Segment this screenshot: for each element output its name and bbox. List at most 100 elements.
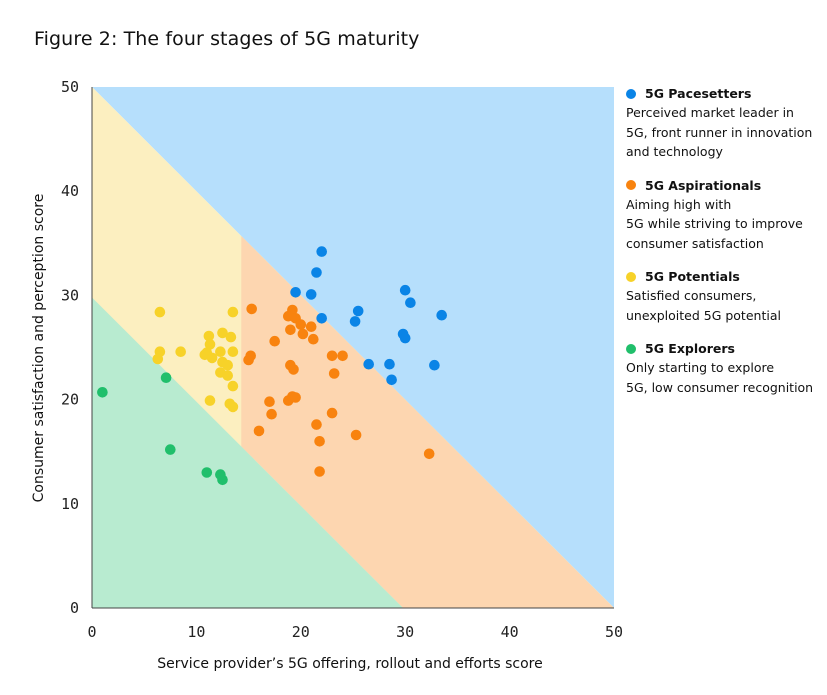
legend-marker-icon [626,343,636,354]
point-5g-potentials [203,330,215,342]
point-5g-explorers [201,467,213,478]
point-5g-explorers [165,444,176,455]
point-5g-pacesetters [386,374,397,386]
legend-marker-icon [626,271,636,282]
point-5g-aspirationals [246,303,257,315]
point-5g-pacesetters [384,358,395,370]
point-5g-pacesetters [429,359,440,371]
legend-description-line: Perceived market leader in [626,105,794,120]
point-5g-aspirationals [328,368,340,379]
legend-description-line: Satisfied consumers, [626,288,757,303]
point-5g-aspirationals [264,396,275,408]
point-5g-pacesetters [352,305,364,317]
point-5g-explorers [217,474,228,486]
point-5g-aspirationals [350,429,362,441]
legend-header: 5G Explorers [626,339,822,358]
point-5g-potentials [227,346,239,358]
point-5g-pacesetters [316,313,328,324]
y-tick-label: 50 [61,78,79,96]
point-5g-aspirationals [305,321,317,333]
legend: 5G Pacesetters Perceived market leader in… [626,84,822,411]
point-5g-potentials [175,346,186,358]
point-5g-aspirationals [243,354,254,366]
point-5g-pacesetters [305,289,317,300]
y-tick-label: 30 [61,286,79,304]
point-5g-potentials [154,306,166,318]
chart-axes: 0 10 20 30 40 50 0 10 20 30 40 50 [61,78,623,641]
point-5g-potentials [217,327,228,339]
legend-item-aspirationals: 5G Aspirationals Aiming high with 5G while… [626,176,822,254]
point-5g-potentials [204,395,216,406]
point-5g-potentials [215,346,226,358]
point-5g-potentials [206,352,218,364]
point-5g-aspirationals [269,335,281,347]
point-5g-pacesetters [311,267,322,278]
zone-aspirationals [241,236,615,608]
legend-series-name: 5G Aspirationals [645,177,762,193]
y-axis-title: Consumer satisfaction and perception sco… [31,194,47,503]
legend-description-line: 5G, low consumer recognition [626,379,814,395]
legend-description-line: unexploited 5G potential [626,307,781,323]
legend-description-line: consumer satisfaction [626,235,764,251]
point-5g-pacesetters [316,246,328,257]
point-5g-pacesetters [349,316,361,327]
legend-series-name: 5G Pacesetters [645,86,752,101]
x-tick-label: 40 [501,623,519,641]
maturity-zones [92,87,615,608]
point-5g-aspirationals [326,350,338,362]
point-5g-potentials [227,380,239,392]
point-5g-aspirationals [423,448,435,460]
legend-item-potentials: 5G Potentials Satisfied consumers, unexplo… [626,267,822,325]
legend-series-name: 5G Potentials [645,269,740,284]
point-5g-pacesetters [399,284,411,296]
point-5g-aspirationals [295,319,307,330]
x-tick-label: 50 [605,623,623,641]
x-tick-label: 30 [396,623,414,641]
point-5g-pacesetters [405,297,416,309]
point-5g-potentials [227,401,239,413]
y-tick-label: 40 [61,182,79,200]
y-tick-label: 0 [70,599,79,617]
legend-header: 5G Potentials [626,267,822,286]
legend-description-line: and technology [626,144,723,159]
legend-description-line: Only starting to explore [626,360,775,375]
point-5g-potentials [222,359,233,371]
point-5g-aspirationals [253,425,265,437]
point-5g-pacesetters [290,287,301,298]
legend-series-name: 5G Explorers [645,341,735,356]
x-tick-label: 10 [187,623,205,641]
legend-description-line: 5G, front runner in innovation [626,124,813,140]
figure-title: Figure 2: The four stages of 5G maturity [34,28,420,50]
y-tick-label: 20 [61,391,79,409]
point-5g-pacesetters [399,332,411,344]
point-5g-aspirationals [326,407,338,419]
legend-item-explorers: 5G Explorers Only starting to explore 5G, … [626,339,822,397]
point-5g-aspirationals [297,328,309,340]
legend-marker-icon [626,88,636,99]
x-tick-label: 20 [292,623,310,641]
point-5g-aspirationals [266,408,277,420]
point-5g-explorers [160,372,172,384]
point-5g-aspirationals [285,324,296,336]
point-5g-pacesetters [436,309,448,321]
legend-header: 5G Aspirationals [626,176,822,195]
point-5g-explorers [97,387,108,398]
point-5g-aspirationals [311,419,322,430]
y-tick-label: 10 [61,495,79,513]
legend-description-line: 5G while striving to improve [626,216,803,231]
point-5g-aspirationals [308,333,319,345]
point-5g-potentials [152,353,164,365]
point-5g-aspirationals [290,392,301,403]
point-5g-aspirationals [314,436,325,447]
axis-titles: Service provider’s 5G offering, rollout … [31,194,543,672]
point-5g-potentials [204,339,216,350]
point-5g-potentials [222,370,233,381]
legend-header: 5G Pacesetters [626,84,822,103]
legend-marker-icon [626,180,636,190]
x-axis-title: Service provider’s 5G offering, rollout … [157,656,542,672]
point-5g-potentials [225,331,237,343]
point-5g-potentials [227,306,239,318]
point-5g-aspirationals [288,364,299,375]
data-points [97,246,448,486]
